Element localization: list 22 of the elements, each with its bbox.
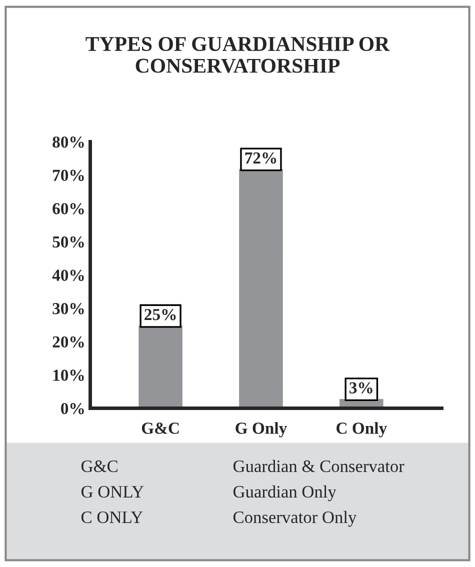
y-tick-label: 30% (52, 303, 84, 314)
y-tick-label: 0% (61, 402, 84, 414)
y-tick-label: 20% (52, 336, 84, 348)
y-tick-label: 40% (52, 270, 84, 281)
text: Conservator Only (233, 510, 357, 527)
text: Guardian Only (233, 485, 336, 502)
y-tick-label: 50% (52, 236, 84, 248)
x-tick-label: G Only (236, 422, 287, 438)
x-tick-label: G&C (142, 422, 179, 434)
data-label: 3% (350, 382, 372, 394)
data-label: 25% (144, 308, 176, 320)
y-tick-label: 80% (52, 136, 84, 148)
chart-title: TYPES OF GUARDIANSHIP OR CONSERVATORSHIP (86, 37, 390, 73)
text: G&C (81, 460, 118, 472)
y-tick-label: 10% (53, 370, 84, 381)
y-tick-label: 60% (52, 203, 84, 214)
x-tick-label: C Only (336, 422, 387, 438)
text: Guardian & Conservator (233, 460, 404, 472)
text: G ONLY (81, 486, 144, 498)
data-label: 72% (245, 152, 276, 164)
y-tick-label: 70% (53, 170, 84, 182)
text: C ONLY (81, 511, 143, 524)
